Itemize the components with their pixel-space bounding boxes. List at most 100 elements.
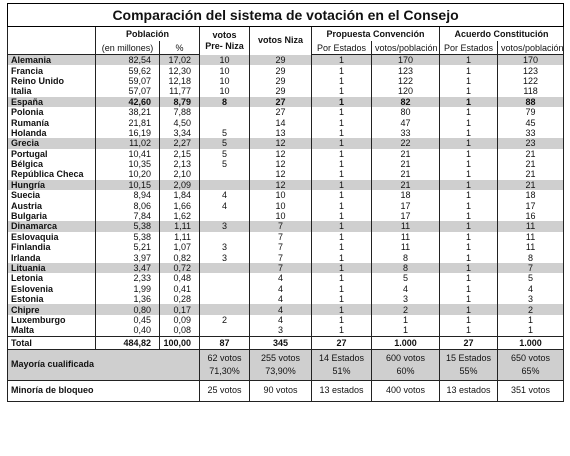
cell-line: 351 votos: [511, 385, 551, 396]
cell: 0,82: [159, 252, 200, 263]
cell: 14: [249, 117, 312, 128]
cell: 15 Estados 55%: [439, 348, 498, 381]
cell: 21: [496, 148, 565, 159]
cell: 1: [311, 231, 372, 243]
cell: 3,34: [159, 127, 200, 139]
cell: 4: [199, 200, 250, 211]
cell: 38,21: [95, 106, 160, 118]
cell: 1: [439, 190, 498, 201]
cell-line: 650 votos: [511, 352, 551, 363]
cell: 1: [439, 252, 498, 263]
cell: 13 estados: [311, 379, 372, 402]
subheader: (en millones): [95, 41, 160, 55]
cell: [199, 231, 250, 243]
cell: 1: [311, 127, 372, 139]
row: Lituania 3,47 0,72 7 1 8 1 7: [7, 262, 565, 274]
header: Población: [95, 26, 200, 41]
cell: 1: [311, 117, 372, 128]
cell: 4: [249, 304, 312, 315]
cell: 12: [249, 158, 312, 170]
row: Reino Unido 59,07 12,18 10 29 1 122 1 122: [7, 75, 565, 87]
cell: 21: [496, 169, 565, 180]
cell-line: 71,30%: [209, 365, 240, 376]
cell: 1: [439, 96, 498, 107]
row: Italia 57,07 11,77 10 29 1 120 1 118: [7, 86, 565, 97]
cell-line: 25 votos: [207, 385, 242, 396]
cell: 1: [311, 65, 372, 76]
cell: 1: [439, 314, 498, 326]
cell: 23: [496, 138, 565, 149]
cell: 1,99: [95, 283, 160, 294]
table-wrap: Comparación del sistema de votación en e…: [6, 3, 565, 402]
row: Austria 8,06 1,66 4 10 1 17 1 17: [7, 200, 565, 211]
cell: 17: [496, 200, 565, 211]
cell: 2: [199, 314, 250, 326]
cell: 29: [249, 86, 312, 97]
cell: 255 votos 73,90%: [249, 348, 312, 381]
cell: 47: [371, 117, 440, 128]
cell: 0,09: [159, 314, 200, 326]
cell: 59,62: [95, 65, 160, 76]
country: Polonia: [7, 106, 96, 118]
cell: 2,10: [159, 169, 200, 180]
cell: 1: [439, 54, 498, 66]
cell: 79: [496, 106, 565, 118]
cell: 600 votos 60%: [371, 348, 440, 381]
cell: 27: [249, 96, 312, 107]
cell: 118: [496, 86, 565, 97]
summary-label: Mayoría cualificada: [7, 348, 200, 381]
country: Bélgica: [7, 158, 96, 170]
country: Letonia: [7, 273, 96, 284]
cell: 4: [249, 293, 312, 305]
cell: 1.000: [496, 335, 565, 350]
cell: 1: [311, 54, 372, 66]
cell: 22: [371, 138, 440, 149]
cell: 21: [371, 169, 440, 180]
cell-line: 600 votos: [385, 352, 426, 363]
cell-line: 13 estados: [319, 385, 364, 396]
header: Propuesta Convención: [311, 26, 440, 41]
subheader: Por Estados: [439, 41, 498, 55]
cell: 650 votos 65%: [496, 348, 565, 381]
cell: 27: [439, 335, 498, 350]
cell: 45: [496, 117, 565, 128]
cell: [199, 169, 250, 180]
row: Bulgaria 7,84 1,62 10 1 17 1 16: [7, 210, 565, 222]
country: Luxemburgo: [7, 314, 96, 326]
country: Reino Unido: [7, 75, 96, 87]
cell: 7,88: [159, 106, 200, 118]
cell: 11: [496, 221, 565, 232]
cell: 1: [311, 179, 372, 191]
cell: 3: [199, 252, 250, 263]
cell: 123: [371, 65, 440, 76]
cell: 5: [199, 148, 250, 159]
row: Chipre 0,80 0,17 4 1 2 1 2: [7, 304, 565, 315]
cell: 1: [439, 158, 498, 170]
cell-line: 255 votos: [260, 352, 301, 363]
cell: 7: [496, 262, 565, 274]
subheader: %: [159, 41, 200, 55]
cell: 7: [249, 221, 312, 232]
cell: 3: [249, 325, 312, 337]
country: Holanda: [7, 127, 96, 139]
country: España: [7, 96, 96, 107]
cell: 1.000: [371, 335, 440, 350]
header: votos Pre- Niza: [199, 26, 250, 55]
cell: 8: [371, 252, 440, 263]
row: Alemania 82,54 17,02 10 29 1 170 1 170: [7, 54, 565, 66]
cell: 16,19: [95, 127, 160, 139]
row: Rumanía 21,81 4,50 14 1 47 1 45: [7, 117, 565, 128]
cell: 1: [439, 304, 498, 315]
cell: [199, 293, 250, 305]
cell: 82,54: [95, 54, 160, 66]
cell: 21: [371, 179, 440, 191]
summary-row: Mayoría cualificada 62 votos 71,30% 255 vot…: [7, 348, 565, 381]
cell: 29: [249, 65, 312, 76]
cell: 1: [439, 262, 498, 274]
cell: 345: [249, 335, 312, 350]
cell: 8,94: [95, 190, 160, 201]
cell: 10,20: [95, 169, 160, 180]
cell: 1,66: [159, 200, 200, 211]
subheader: votos/población: [496, 41, 565, 55]
cell: 1: [311, 252, 372, 263]
